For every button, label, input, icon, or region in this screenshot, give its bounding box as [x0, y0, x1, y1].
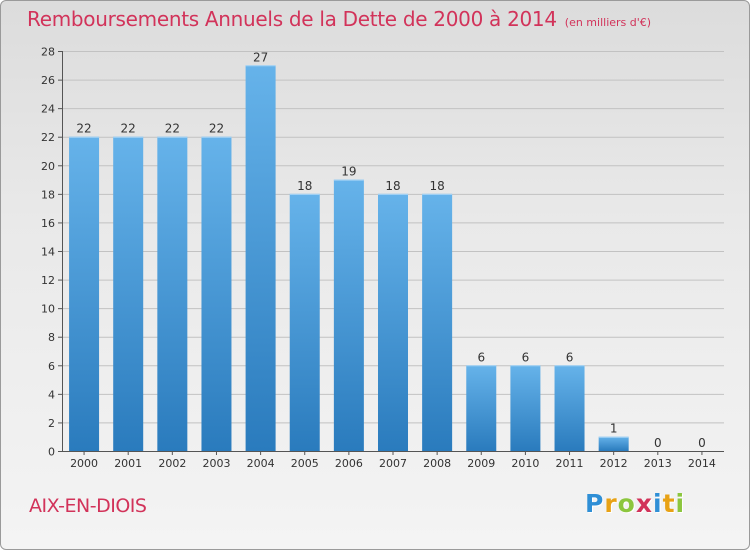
logo-letter: P	[585, 489, 605, 518]
bar	[333, 179, 364, 452]
y-tick-label: 16	[41, 217, 55, 230]
bar	[510, 365, 541, 451]
y-tick-label: 24	[41, 103, 55, 116]
bar-value-label: 22	[209, 122, 224, 136]
bar-value-label: 6	[566, 350, 574, 364]
bar	[157, 136, 188, 451]
bar	[289, 193, 320, 451]
bar-value-label: 0	[698, 436, 706, 450]
y-tick-label: 20	[41, 160, 55, 173]
x-tick-label: 2014	[688, 457, 716, 470]
bar-value-label: 18	[385, 179, 400, 193]
x-tick-label: 2008	[423, 457, 451, 470]
bar	[245, 65, 276, 452]
x-tick-label: 2002	[158, 457, 186, 470]
y-tick-label: 6	[48, 360, 55, 373]
commune-name: AIX-EN-DIOIS	[29, 495, 147, 517]
x-tick-label: 2011	[556, 457, 584, 470]
x-tick-label: 2001	[114, 457, 142, 470]
chart-title: Remboursements Annuels de la Dette de 20…	[27, 7, 651, 31]
y-tick-label: 10	[41, 303, 55, 316]
bar	[201, 136, 232, 451]
chart-subtitle: (en milliers d'€)	[564, 16, 652, 29]
y-tick-label: 8	[48, 331, 55, 344]
x-tick-label: 2004	[247, 457, 275, 470]
bar	[422, 193, 453, 451]
y-tick-label: 12	[41, 274, 55, 287]
logo-letter: r	[604, 489, 618, 518]
bar-value-label: 6	[477, 350, 485, 364]
y-tick-label: 26	[41, 74, 55, 87]
y-tick-label: 18	[41, 188, 55, 201]
logo-letter: o	[617, 489, 636, 518]
bar	[598, 436, 629, 451]
x-tick-label: 2003	[202, 457, 230, 470]
x-tick-label: 2012	[600, 457, 628, 470]
x-tick-label: 2010	[511, 457, 539, 470]
x-tick-label: 2006	[335, 457, 363, 470]
bar-value-label: 6	[522, 350, 530, 364]
bar-value-label: 1	[610, 422, 618, 436]
logo-letter: x	[635, 489, 653, 518]
bar-value-label: 27	[253, 50, 268, 64]
bar-value-label: 22	[76, 122, 91, 136]
proxiti-logo[interactable]: Proxiti	[585, 489, 685, 518]
y-tick-label: 2	[48, 417, 55, 430]
x-tick-label: 2013	[644, 457, 672, 470]
y-tick-label: 4	[48, 388, 55, 401]
x-tick-label: 2005	[291, 457, 319, 470]
bar-value-label: 19	[341, 165, 356, 179]
y-tick-label: 14	[41, 246, 55, 259]
logo-letter: i	[653, 489, 663, 518]
y-tick-label: 0	[48, 446, 55, 459]
bar-value-label: 0	[654, 436, 662, 450]
bar-value-label: 18	[297, 179, 312, 193]
chart-title-text: Remboursements Annuels de la Dette de 20…	[27, 7, 557, 31]
logo-letter: t	[662, 489, 676, 518]
bar	[466, 365, 497, 451]
x-tick-label: 2007	[379, 457, 407, 470]
x-tick-label: 2000	[70, 457, 98, 470]
logo-letter: i	[675, 489, 686, 518]
bar	[378, 193, 408, 451]
x-tick-label: 2009	[467, 457, 495, 470]
bar-value-label: 22	[165, 122, 180, 136]
y-tick-label: 22	[41, 131, 55, 144]
bar	[113, 136, 144, 451]
y-tick-label: 28	[41, 46, 55, 59]
bar	[69, 136, 100, 451]
bar-value-label: 22	[121, 122, 136, 136]
bar	[554, 365, 585, 451]
bar-value-label: 18	[429, 179, 444, 193]
